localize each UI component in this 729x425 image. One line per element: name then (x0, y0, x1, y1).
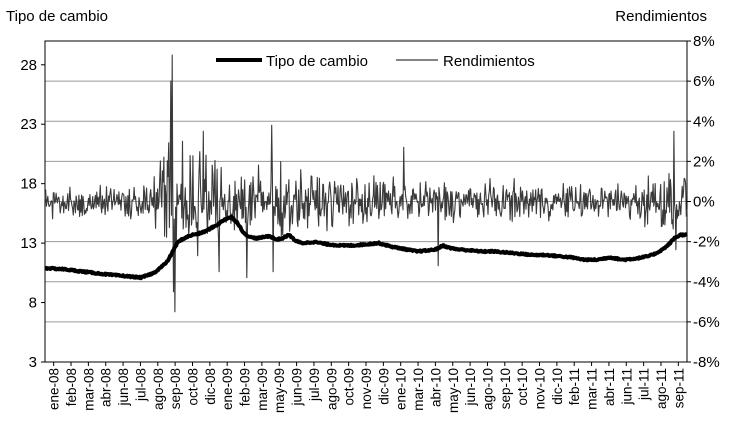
x-tick-label: mar-08 (81, 368, 96, 411)
y-right-tick-label: -4% (693, 274, 720, 291)
x-tick-label: mar-09 (255, 368, 270, 411)
x-tick-label: mar-11 (585, 368, 600, 410)
y-left-tick-label: 23 (20, 116, 37, 133)
series-line-tipo-de-cambio (43, 215, 689, 281)
x-tick-label: ago-08 (151, 368, 166, 410)
y-axis-left-title: Tipo de cambio (6, 8, 108, 25)
legend-label-rendimientos: Rendimientos (443, 53, 535, 70)
x-tick-label: jul-09 (307, 368, 322, 402)
x-tick-label: sep-11 (671, 368, 686, 408)
x-tick-label: oct-09 (342, 368, 357, 406)
x-tick-label: ago-11 (654, 368, 669, 409)
x-tick-label: nov-09 (359, 368, 374, 409)
x-tick-label: abr-10 (428, 368, 443, 407)
x-tick-label: feb-11 (567, 368, 582, 405)
y-left-tick-label: 8 (29, 295, 37, 312)
x-tick-label: oct-10 (515, 368, 530, 406)
y-right-tick-label: 8% (693, 33, 715, 50)
x-tick-label: ene-10 (394, 368, 409, 410)
x-tick-label: sep-08 (168, 368, 183, 409)
y-axis-right-title: Rendimientos (615, 8, 707, 25)
x-tick-label: nov-10 (533, 368, 548, 409)
x-tick-label: dic-09 (376, 368, 391, 405)
x-tick-label: jun-09 (290, 368, 305, 407)
y-left-tick-label: 18 (20, 176, 37, 193)
y-right-tick-label: 4% (693, 113, 715, 130)
x-tick-label: jun-08 (116, 368, 131, 407)
x-tick-label: mar-10 (411, 368, 426, 411)
y-right-tick-label: -6% (693, 314, 720, 331)
x-tick-label: ene-09 (220, 368, 235, 410)
x-tick-label: dic-08 (203, 368, 218, 405)
x-tick-label: abr-08 (99, 368, 114, 407)
x-tick-label: may-10 (446, 368, 461, 413)
x-tick-label: sep-10 (498, 368, 513, 409)
x-tick-label: feb-08 (64, 368, 79, 406)
x-tick-label: oct-08 (185, 368, 200, 406)
y-left-tick-label: 13 (20, 235, 37, 252)
series-line-rendimientos (44, 54, 688, 313)
legend-label-tipo-de-cambio: Tipo de cambio (266, 53, 368, 70)
y-left-tick-label: 3 (29, 354, 37, 371)
x-tick-label: jul-11 (637, 368, 652, 401)
x-tick-label: ago-10 (480, 368, 495, 410)
x-tick-label: ago-09 (324, 368, 339, 410)
y-right-tick-label: 2% (693, 153, 715, 170)
y-right-tick-label: 0% (693, 194, 715, 211)
x-tick-label: may-09 (272, 368, 287, 413)
y-left-tick-label: 28 (20, 57, 37, 74)
legend: Tipo de cambio Rendimientos (216, 53, 535, 70)
y-right-tick-label: -2% (693, 234, 720, 251)
x-tick-label: jun-10 (463, 368, 478, 407)
x-tick-label: ene-08 (47, 368, 62, 410)
y-right-tick-label: 6% (693, 73, 715, 90)
x-tick-label: dic-10 (550, 368, 565, 405)
x-tick-label: jun-11 (619, 368, 634, 406)
x-tick-label: feb-09 (238, 368, 253, 406)
x-tick-label: abr-11 (602, 368, 617, 406)
y-right-tick-label: -8% (693, 354, 720, 371)
x-tick-label: jul-08 (133, 368, 148, 402)
